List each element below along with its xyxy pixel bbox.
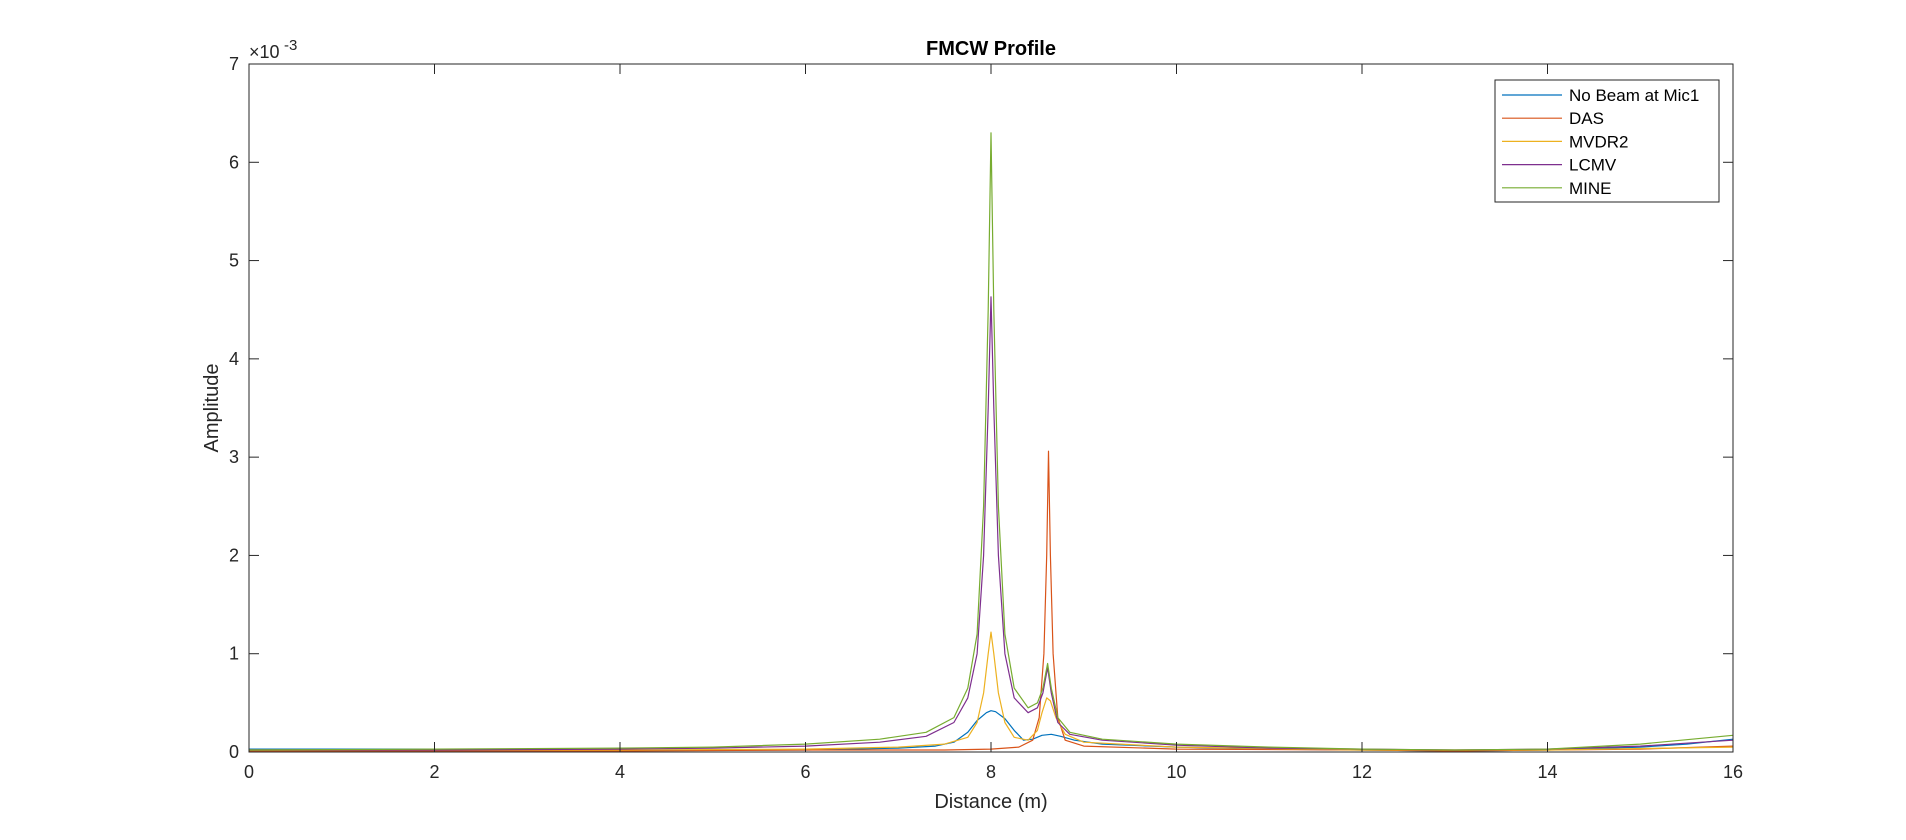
- x-tick-label: 10: [1166, 762, 1186, 782]
- x-tick-label: 2: [429, 762, 439, 782]
- series-line-3: [249, 631, 1734, 751]
- y-exponent-base: ×10: [249, 42, 280, 62]
- x-tick-label: 4: [615, 762, 625, 782]
- legend-label: MINE: [1569, 179, 1612, 198]
- series-line-4: [249, 296, 1734, 751]
- y-axis-label: Amplitude: [201, 364, 223, 453]
- y-tick-label: 7: [229, 54, 239, 74]
- y-exponent: ×10 -3: [249, 37, 297, 62]
- series-layer: [248, 132, 1734, 752]
- y-tick-label: 4: [229, 349, 239, 369]
- plot-area: [249, 64, 1733, 752]
- series-line-5: [248, 132, 1734, 751]
- x-axis-label: Distance (m): [934, 791, 1047, 813]
- x-tick-label: 8: [986, 762, 996, 782]
- x-tick-label: 12: [1352, 762, 1372, 782]
- legend-label: MVDR2: [1569, 132, 1629, 151]
- legend: No Beam at Mic1 DAS MVDR2 LCMV MINE: [1494, 79, 1720, 203]
- y-tick-label: 3: [229, 447, 239, 467]
- y-tick-label: 0: [229, 742, 239, 762]
- x-tick-label: 6: [800, 762, 810, 782]
- chart-title: FMCW Profile: [926, 38, 1056, 60]
- y-axis: 0 1 2 3 4 5 6 7: [229, 54, 1733, 762]
- y-exponent-power: -3: [284, 37, 297, 54]
- y-tick-label: 5: [229, 251, 239, 271]
- legend-label: LCMV: [1569, 156, 1617, 175]
- x-tick-label: 14: [1537, 762, 1557, 782]
- legend-label: No Beam at Mic1: [1569, 86, 1699, 105]
- y-tick-label: 2: [229, 545, 239, 565]
- legend-label: DAS: [1569, 109, 1604, 128]
- x-tick-label: 0: [244, 762, 254, 782]
- x-axis: 0 2 4 6 8 10 12 14 16: [244, 64, 1743, 782]
- y-tick-label: 6: [229, 152, 239, 172]
- x-tick-label: 16: [1723, 762, 1743, 782]
- y-tick-label: 1: [229, 644, 239, 664]
